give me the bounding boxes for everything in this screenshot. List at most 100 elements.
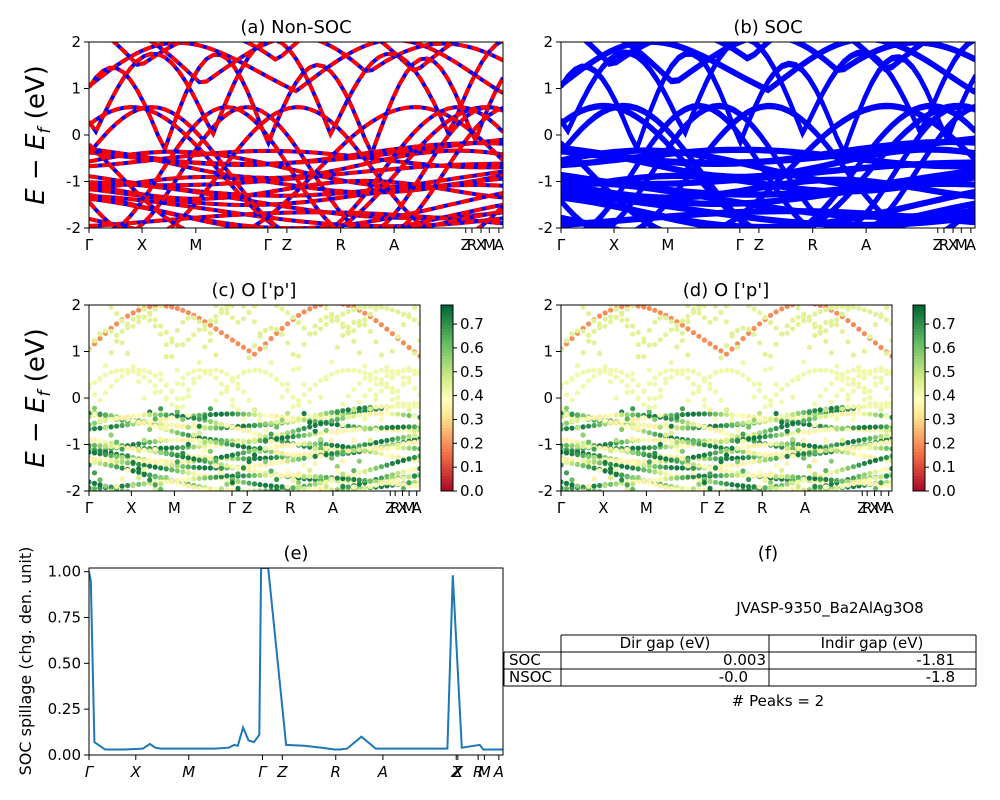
projected-dot bbox=[318, 436, 324, 443]
projected-dot bbox=[569, 438, 575, 444]
projected-dot bbox=[229, 442, 235, 448]
projected-dot bbox=[92, 289, 97, 294]
projected-dot bbox=[768, 484, 774, 490]
projected-dot bbox=[563, 405, 570, 411]
projected-dot bbox=[345, 407, 351, 413]
projected-dot bbox=[229, 480, 235, 486]
colorbar-segment bbox=[913, 422, 925, 426]
projected-dot bbox=[141, 374, 147, 380]
projected-dot bbox=[356, 405, 362, 412]
projected-dot bbox=[224, 423, 230, 429]
projected-dot bbox=[174, 396, 180, 402]
projected-dot bbox=[213, 474, 219, 480]
projected-dot bbox=[790, 453, 796, 459]
header-indir-gap: Indir gap (eV) bbox=[821, 634, 924, 652]
projected-dot bbox=[196, 465, 202, 471]
projected-dot bbox=[729, 367, 735, 374]
projected-dot bbox=[801, 451, 807, 457]
projected-dot bbox=[641, 462, 647, 468]
projected-dot bbox=[307, 386, 313, 392]
projected-dot bbox=[329, 455, 335, 461]
projected-dot bbox=[119, 318, 125, 324]
projected-dot bbox=[828, 458, 834, 464]
projected-dot bbox=[257, 438, 263, 444]
band-line-blue bbox=[89, 209, 503, 228]
projected-dot bbox=[235, 386, 241, 392]
projected-dot bbox=[274, 454, 280, 460]
projected-dot bbox=[367, 387, 373, 393]
projected-dot bbox=[136, 448, 142, 454]
projected-dot bbox=[806, 430, 812, 436]
projected-dot bbox=[839, 305, 845, 310]
band-line-red-dashed bbox=[89, 182, 503, 207]
projected-dot bbox=[834, 468, 840, 474]
projected-dot bbox=[801, 359, 807, 365]
projected-dot bbox=[657, 337, 663, 343]
projected-dot bbox=[773, 382, 779, 388]
projected-dot bbox=[395, 435, 401, 442]
projected-dot bbox=[663, 421, 669, 427]
projected-dot bbox=[373, 440, 379, 446]
projected-dot bbox=[280, 493, 285, 498]
projected-dot bbox=[395, 403, 401, 409]
projected-dot bbox=[867, 435, 873, 442]
projected-dot bbox=[834, 493, 839, 498]
projected-dot bbox=[102, 328, 109, 334]
panel-e-ylabel: SOC spillage (chg. den. unit) bbox=[16, 547, 35, 776]
projected-dot bbox=[740, 325, 746, 331]
projected-dot bbox=[163, 478, 169, 485]
projected-dot bbox=[757, 451, 763, 457]
projected-dot bbox=[251, 319, 258, 325]
projected-dot bbox=[268, 449, 274, 455]
projected-dot bbox=[586, 321, 592, 327]
xtick-label: Z bbox=[276, 763, 288, 781]
projected-dot bbox=[102, 461, 109, 468]
projected-dot bbox=[597, 488, 603, 491]
xtick-label: X bbox=[130, 763, 142, 781]
projected-dot bbox=[169, 339, 175, 345]
projected-dot bbox=[378, 445, 384, 451]
projected-dot bbox=[91, 338, 98, 344]
projected-dot bbox=[384, 298, 389, 303]
projected-dot bbox=[406, 424, 412, 430]
projected-dot bbox=[784, 422, 790, 428]
projected-dot bbox=[752, 493, 757, 498]
xtick-label: A bbox=[493, 763, 504, 781]
projected-dot bbox=[208, 493, 213, 498]
projected-dot bbox=[718, 310, 724, 316]
projected-dot bbox=[251, 447, 258, 454]
colorbar-segment bbox=[441, 443, 453, 447]
projected-dot bbox=[114, 493, 119, 498]
projected-dot bbox=[296, 427, 302, 433]
projected-dot bbox=[856, 462, 862, 468]
projected-dot bbox=[862, 294, 867, 299]
projected-dot bbox=[723, 343, 730, 349]
projected-dot bbox=[400, 340, 406, 346]
projected-dot bbox=[263, 506, 268, 511]
projected-dot bbox=[290, 485, 296, 491]
xtick-label: M bbox=[403, 499, 416, 517]
projected-dot bbox=[861, 348, 868, 354]
projected-dot bbox=[592, 496, 597, 501]
xtick-label: Z bbox=[933, 236, 943, 254]
projected-dot bbox=[323, 474, 329, 480]
projected-dot bbox=[197, 505, 202, 510]
projected-dot bbox=[883, 385, 890, 391]
projected-dot bbox=[229, 464, 235, 470]
projected-dot bbox=[251, 343, 258, 349]
projected-dot bbox=[762, 367, 768, 373]
projected-dot bbox=[613, 368, 619, 374]
projected-dot bbox=[285, 451, 291, 457]
projected-dot bbox=[307, 494, 312, 499]
projected-dot bbox=[147, 491, 152, 496]
projected-dot bbox=[641, 478, 647, 484]
projected-dot bbox=[762, 394, 768, 400]
projected-dot bbox=[740, 496, 745, 501]
projected-dot bbox=[674, 414, 680, 420]
projected-dot bbox=[91, 437, 98, 443]
projected-dot bbox=[790, 377, 796, 384]
projected-dot bbox=[400, 469, 406, 475]
projected-dot bbox=[92, 295, 97, 300]
projected-dot bbox=[883, 414, 890, 420]
projected-dot bbox=[602, 368, 608, 374]
